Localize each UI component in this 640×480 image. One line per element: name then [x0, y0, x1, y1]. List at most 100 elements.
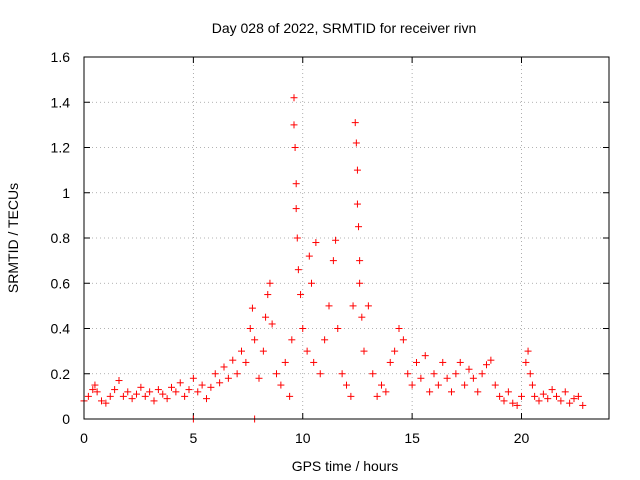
y-tick-label: 1.2: [51, 140, 71, 156]
data-point: [399, 336, 407, 344]
data-point: [352, 139, 360, 147]
data-point: [360, 347, 368, 355]
y-tick-label: 1.4: [51, 94, 71, 110]
data-point: [524, 347, 532, 355]
data-point: [332, 236, 340, 244]
data-point: [266, 279, 274, 287]
data-point: [408, 381, 416, 389]
data-point: [312, 239, 320, 247]
x-tick-label: 10: [295, 430, 311, 446]
data-point: [574, 392, 582, 400]
data-point: [224, 374, 232, 382]
data-point: [553, 392, 560, 400]
data-point: [487, 356, 495, 364]
data-point: [421, 352, 429, 360]
data-point: [198, 381, 206, 389]
y-tick-label: 0: [62, 411, 70, 427]
data-point: [133, 390, 140, 398]
x-tick-label: 20: [514, 430, 530, 446]
data-point: [308, 279, 315, 287]
data-point: [469, 374, 477, 382]
data-point: [91, 381, 99, 389]
data-point: [264, 291, 272, 299]
y-tick-label: 0.6: [51, 275, 71, 291]
data-point: [303, 347, 311, 355]
data-point: [434, 381, 442, 389]
data-point: [474, 388, 482, 396]
data-point: [347, 392, 355, 400]
data-point: [262, 313, 270, 321]
data-point: [238, 347, 245, 355]
x-axis-label: GPS time / hours: [292, 458, 399, 474]
data-point: [146, 388, 154, 396]
data-point: [189, 374, 197, 382]
data-point: [378, 381, 385, 389]
data-points: [80, 94, 587, 423]
data-point: [281, 358, 289, 366]
tick-labels: 0 5 10 15 20 0 0.2 0.4 0.6 0.8 1 1.2 1.4 1.6: [51, 49, 530, 446]
data-point: [233, 370, 241, 378]
data-point: [351, 119, 359, 127]
data-point: [426, 388, 434, 396]
data-point: [355, 223, 363, 231]
data-point: [115, 377, 123, 385]
data-point: [531, 392, 539, 400]
data-point: [273, 370, 280, 378]
data-point: [338, 370, 346, 378]
data-point: [137, 383, 145, 391]
data-point: [299, 325, 307, 332]
data-point: [413, 358, 420, 366]
data-point: [382, 388, 390, 396]
data-point: [579, 401, 587, 409]
data-point: [353, 200, 361, 208]
data-point: [417, 374, 425, 382]
data-point: [404, 370, 412, 378]
data-point: [334, 325, 342, 332]
data-point: [452, 370, 460, 378]
data-point: [369, 370, 377, 378]
data-point: [518, 392, 525, 400]
data-point: [491, 381, 499, 389]
data-point: [277, 381, 285, 389]
data-point: [356, 257, 364, 265]
data-point: [168, 383, 175, 391]
data-point: [159, 390, 167, 398]
data-point: [207, 383, 215, 391]
data-point: [430, 370, 438, 378]
data-point: [248, 304, 256, 312]
data-point: [329, 257, 337, 265]
data-point: [291, 144, 299, 151]
data-point: [526, 370, 534, 378]
x-tick-label: 5: [189, 430, 197, 446]
data-point: [461, 381, 469, 389]
y-tick-label: 1.6: [51, 49, 71, 65]
data-point: [246, 325, 254, 332]
data-point: [242, 358, 250, 366]
data-point: [373, 392, 381, 400]
y-axis-label: SRMTID / TECUs: [5, 183, 21, 293]
plot-frame: [83, 56, 610, 420]
data-point: [119, 392, 127, 400]
data-point: [181, 392, 189, 400]
data-point: [456, 358, 464, 366]
x-tick-label: 0: [80, 430, 88, 446]
data-point: [268, 320, 276, 328]
data-point: [395, 325, 403, 332]
y-tick-label: 0.2: [51, 366, 71, 382]
data-point: [343, 381, 350, 389]
data-point: [310, 358, 318, 366]
data-point: [386, 358, 394, 366]
data-point: [293, 234, 301, 242]
data-point: [570, 395, 578, 403]
data-point: [305, 252, 313, 260]
data-point: [229, 356, 237, 364]
data-point: [150, 397, 158, 405]
data-point: [89, 386, 97, 394]
data-point: [106, 392, 114, 400]
data-point: [255, 374, 263, 382]
data-point: [509, 399, 517, 407]
chart-title: Day 028 of 2022, SRMTID for receiver riv…: [212, 20, 477, 36]
data-point: [154, 386, 162, 394]
data-point: [290, 94, 298, 102]
y-tick-label: 0.4: [51, 321, 71, 337]
